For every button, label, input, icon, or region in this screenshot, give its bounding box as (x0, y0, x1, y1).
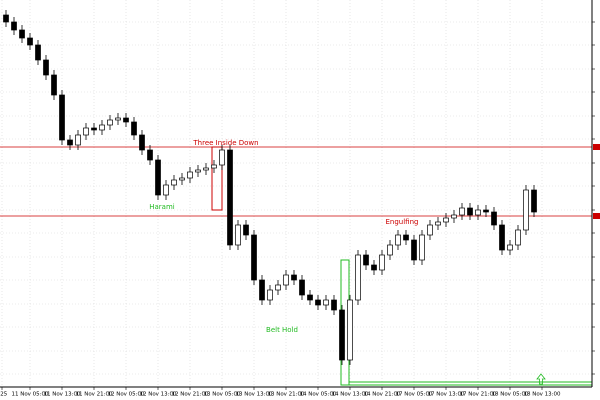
level-marker (593, 144, 600, 150)
candle-body (283, 274, 289, 286)
x-tick-label: 13 Nov 05:00 (203, 392, 241, 398)
candle-body (251, 234, 257, 281)
x-tick-label: 14 Nov 13:00 (331, 392, 369, 398)
candle-body (147, 149, 153, 161)
candle-body (187, 171, 193, 179)
candle-body (467, 207, 473, 216)
candle-body (27, 37, 33, 46)
x-tick-label: 17 Nov 21:00 (459, 392, 497, 398)
x-tick-label: 12 Nov 13:00 (139, 392, 177, 398)
candle-body (379, 254, 385, 271)
candle-body (179, 177, 185, 181)
candle-body (43, 59, 49, 76)
x-tick-label: 14 Nov 05:00 (299, 392, 337, 398)
up-arrow (536, 373, 546, 385)
candle-body (99, 124, 105, 131)
candle-body (11, 21, 17, 31)
candle-body (211, 164, 217, 169)
candle-body (67, 139, 73, 146)
candle-body (203, 167, 209, 171)
x-tick-label: 025 (0, 392, 8, 398)
candle-body (331, 299, 337, 311)
candle-body (163, 184, 169, 196)
candle-body (403, 234, 409, 241)
candle-body (475, 209, 481, 216)
candle-body (315, 299, 321, 306)
candle-body (443, 217, 449, 223)
candle-body (483, 209, 489, 213)
x-tick-label: 13 Nov 21:00 (267, 392, 305, 398)
candle-body (275, 284, 281, 291)
candle-body (507, 244, 513, 251)
candle-body (459, 207, 465, 216)
annotation: Belt Hold (266, 326, 298, 334)
candle-body (259, 279, 265, 301)
candle-body (291, 274, 297, 281)
candle-body (515, 229, 521, 246)
x-tick-label: 18 Nov 05:00 (491, 392, 529, 398)
x-tick-label: 11 Nov 21:00 (75, 392, 113, 398)
candle-body (131, 121, 137, 136)
x-tick-label: 13 Nov 13:00 (235, 392, 273, 398)
x-tick-label: 17 Nov 05:00 (395, 392, 433, 398)
candle-body (267, 289, 273, 301)
candle-body (51, 74, 57, 96)
candle-body (75, 134, 81, 146)
candle-body (339, 309, 345, 361)
candle-body (363, 254, 369, 266)
candle-body (59, 94, 65, 141)
candle-body (491, 211, 497, 226)
annotation: Three Inside Down (192, 139, 258, 147)
x-tick-label: 14 Nov 21:00 (363, 392, 401, 398)
x-tick-label: 12 Nov 05:00 (107, 392, 145, 398)
candle-body (139, 134, 145, 151)
candle-body (395, 234, 401, 246)
candle-body (299, 279, 305, 296)
candle-body (323, 299, 329, 306)
candle-body (419, 234, 425, 261)
candle-body (435, 221, 441, 226)
candle-body (107, 119, 113, 126)
candles (3, 10, 537, 365)
candle-body (499, 224, 505, 251)
candle-body (171, 179, 177, 186)
candle-body (35, 44, 41, 61)
candle-body (3, 14, 9, 23)
candle-body (227, 149, 233, 246)
candle-body (427, 224, 433, 236)
candle-body (371, 264, 377, 271)
candle-body (243, 224, 249, 236)
candle-body (115, 117, 121, 121)
level-marker (593, 213, 600, 219)
candle-body (19, 29, 25, 39)
candle-body (531, 189, 537, 213)
candle-body (411, 239, 417, 261)
x-tick-label: 12 Nov 21:00 (171, 392, 209, 398)
candle-body (347, 299, 353, 361)
candle-body (387, 244, 393, 256)
candle-body (195, 169, 201, 173)
x-tick-label: 17 Nov 13:00 (427, 392, 465, 398)
candle-body (91, 127, 97, 131)
candle-body (355, 254, 361, 301)
candle-body (123, 117, 129, 123)
x-tick-label: 18 Nov 13:00 (523, 392, 561, 398)
annotation: Harami (149, 203, 175, 211)
candle-body (155, 159, 161, 196)
candle-body (235, 224, 241, 246)
candle-body (83, 127, 89, 136)
candle-body (451, 214, 457, 219)
candle-body (219, 149, 225, 166)
candle-body (523, 189, 529, 231)
candle-body (307, 294, 313, 301)
annotation: Engulfing (386, 218, 419, 226)
x-tick-label: 11 Nov 05:00 (11, 392, 49, 398)
x-tick-label: 11 Nov 13:00 (43, 392, 81, 398)
